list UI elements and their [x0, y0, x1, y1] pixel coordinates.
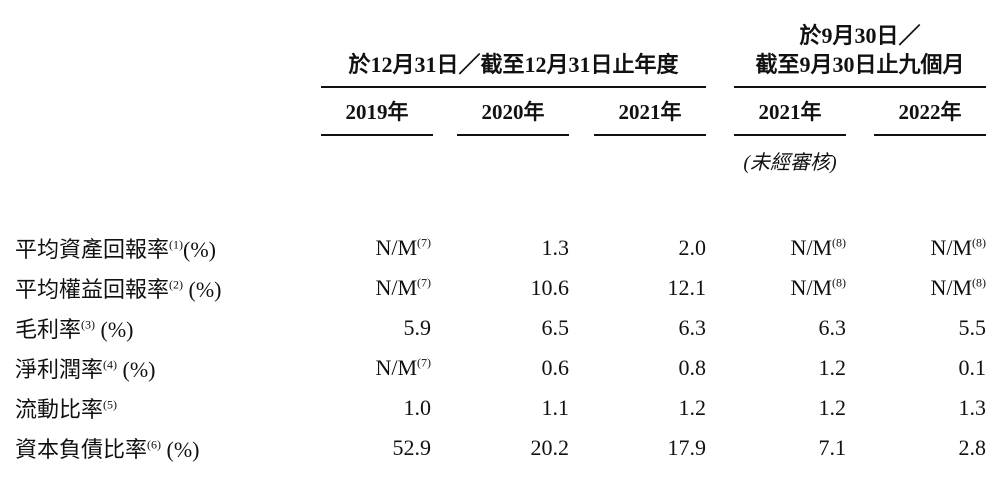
- empty-cell: [15, 88, 321, 136]
- unaudited-cell: (未經審核): [706, 136, 846, 182]
- year-header-2019: 2019年: [321, 96, 433, 136]
- value-cell: 1.3: [958, 395, 987, 420]
- table-row-return-on-equity: 平均權益回報率(2) (%) N/M(7) 10.6 12.1 N/M(8) N…: [15, 268, 986, 308]
- value-cell: N/M(8): [930, 235, 987, 260]
- value-cell: N/M(8): [790, 275, 847, 300]
- value-cell: 6.5: [541, 315, 570, 340]
- footnote-ref: (7): [417, 275, 431, 290]
- financial-ratio-table: 於12月31日／截至12月31日止年度 於9月30日／ 截至9月30日止九個月 …: [15, 10, 987, 468]
- group-header-row: 於12月31日／截至12月31日止年度 於9月30日／ 截至9月30日止九個月: [15, 10, 987, 88]
- footnote-ref: (7): [417, 235, 431, 250]
- value-cell: 0.6: [541, 355, 570, 380]
- value-cell: 1.2: [818, 355, 847, 380]
- year-header-cell: 2022年: [846, 88, 987, 136]
- footnote-ref: (8): [832, 275, 847, 290]
- row-label: 淨利潤率(4) (%): [15, 357, 156, 382]
- value-cell: 6.3: [678, 315, 707, 340]
- spacer-row: [15, 182, 986, 228]
- value-cell: 12.1: [667, 275, 707, 300]
- footnote-ref: (6): [147, 437, 162, 452]
- value-cell: 0.8: [678, 355, 707, 380]
- row-label-suffix: (%): [183, 277, 222, 302]
- value-cell: 5.5: [958, 315, 987, 340]
- group-header-interim: 於9月30日／ 截至9月30日止九個月: [734, 21, 987, 88]
- value-cell: 7.1: [818, 435, 847, 460]
- year-header-2021: 2021年: [594, 96, 707, 136]
- value-cell: 52.9: [392, 435, 432, 460]
- value-cell: N/M(8): [930, 275, 987, 300]
- value-cell: 1.2: [818, 395, 847, 420]
- group-header-interim-cell: 於9月30日／ 截至9月30日止九個月: [706, 10, 987, 88]
- footnote-ref: (1): [169, 237, 184, 252]
- value-cell: 1.0: [403, 395, 432, 420]
- footnote-ref: (3): [81, 317, 96, 332]
- empty-cell: [15, 136, 706, 182]
- unaudited-note: (未經審核): [743, 152, 837, 174]
- year-header-2021-interim: 2021年: [734, 96, 847, 136]
- value-cell: N/M(7): [375, 275, 431, 300]
- footnote-ref: (8): [832, 235, 847, 250]
- value-cell: 20.2: [530, 435, 570, 460]
- year-header-cell: 2019年: [321, 88, 433, 136]
- value-cell: 5.9: [403, 315, 432, 340]
- year-header-cell: 2020年: [431, 88, 569, 136]
- group-header-interim-line1: 於9月30日／: [799, 22, 921, 48]
- row-label: 資本負債比率(6) (%): [15, 437, 200, 462]
- value-cell: N/M(8): [790, 235, 847, 260]
- value-cell: 1.3: [541, 235, 570, 260]
- value-cell: 1.2: [678, 395, 707, 420]
- row-label: 流動比率(5): [15, 397, 118, 422]
- table-row-gross-margin: 毛利率(3) (%) 5.9 6.5 6.3 6.3 5.5: [15, 308, 986, 348]
- row-label-suffix: (%): [161, 437, 200, 462]
- row-label-suffix: (%): [183, 237, 216, 262]
- value-cell: 1.1: [541, 395, 570, 420]
- table-row-gearing-ratio: 資本負債比率(6) (%) 52.9 20.2 17.9 7.1 2.8: [15, 428, 986, 468]
- footnote-ref: (5): [103, 397, 118, 412]
- group-header-annual: 於12月31日／截至12月31日止年度: [321, 50, 707, 88]
- footnote-ref: (7): [417, 355, 431, 370]
- empty-cell: [15, 10, 321, 88]
- value-cell: N/M(7): [375, 355, 431, 380]
- row-label-suffix: (%): [95, 317, 134, 342]
- value-cell: N/M(7): [375, 235, 431, 260]
- year-header-2020: 2020年: [457, 96, 569, 136]
- year-header-2022-interim: 2022年: [874, 96, 987, 136]
- table-row-current-ratio: 流動比率(5) 1.0 1.1 1.2 1.2 1.3: [15, 388, 986, 428]
- footnote-ref: (8): [972, 275, 987, 290]
- footnote-ref: (4): [103, 357, 118, 372]
- group-header-interim-line2: 截至9月30日止九個月: [755, 51, 965, 77]
- value-cell: 2.0: [678, 235, 707, 260]
- table-row-net-margin: 淨利潤率(4) (%) N/M(7) 0.6 0.8 1.2 0.1: [15, 348, 986, 388]
- row-label: 平均資產回報率(1)(%): [15, 237, 216, 262]
- footnote-ref: (2): [169, 277, 184, 292]
- year-header-cell: 2021年: [706, 88, 847, 136]
- footnote-ref: (8): [972, 235, 987, 250]
- value-cell: 6.3: [818, 315, 847, 340]
- value-cell: 2.8: [958, 435, 987, 460]
- table-row-return-on-assets: 平均資產回報率(1)(%) N/M(7) 1.3 2.0 N/M(8) N/M(…: [15, 228, 986, 268]
- value-cell: 10.6: [530, 275, 570, 300]
- year-header-cell: 2021年: [569, 88, 707, 136]
- row-label: 毛利率(3) (%): [15, 317, 134, 342]
- row-label: 平均權益回報率(2) (%): [15, 277, 222, 302]
- row-label-suffix: (%): [117, 357, 156, 382]
- value-cell: 17.9: [667, 435, 707, 460]
- empty-cell: [846, 136, 986, 182]
- value-cell: 0.1: [958, 355, 987, 380]
- group-header-annual-cell: 於12月31日／截至12月31日止年度: [321, 10, 707, 88]
- year-header-row: 2019年 2020年 2021年 2021年 2022年: [15, 88, 987, 136]
- unaudited-row: (未經審核): [15, 136, 986, 182]
